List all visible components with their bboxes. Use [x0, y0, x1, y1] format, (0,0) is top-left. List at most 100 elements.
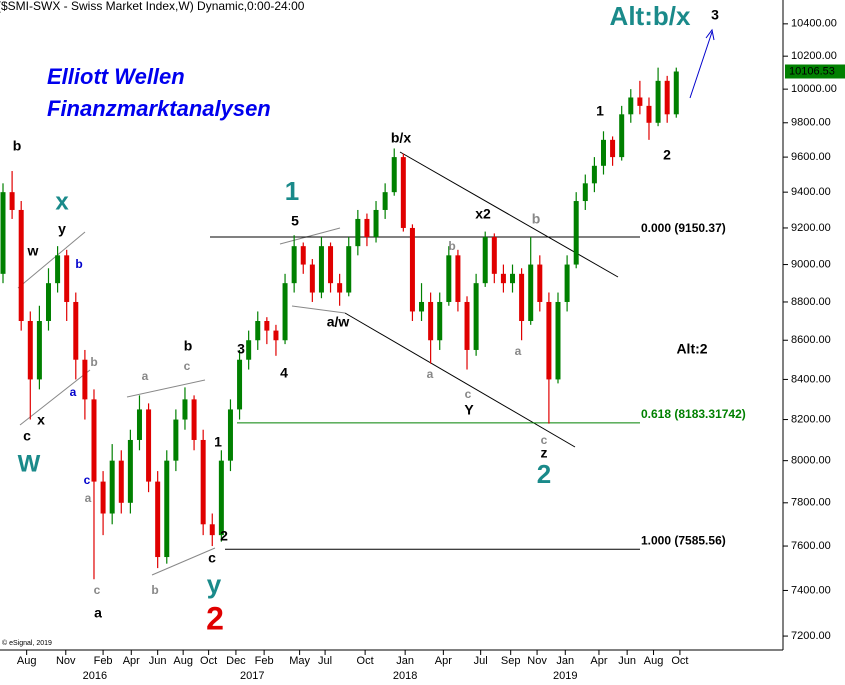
- candle-body: [45, 283, 51, 321]
- x-tick-label: May: [289, 655, 310, 667]
- candle-body: [282, 283, 288, 341]
- wave-label: c: [84, 473, 91, 487]
- wave-label: x2: [475, 206, 491, 222]
- level-label: 1.000 (7585.56): [641, 533, 726, 547]
- candle-body: [346, 246, 352, 293]
- y-tick-label: 9400.00: [791, 186, 831, 198]
- y-tick-label: 10200.00: [791, 50, 837, 62]
- wave-label: c: [465, 387, 472, 401]
- wave-label: 4: [280, 365, 288, 381]
- x-tick-label: Dec: [226, 655, 246, 667]
- candle-body: [164, 460, 170, 558]
- last-price-box: [785, 64, 845, 79]
- wave-label: c: [208, 550, 216, 566]
- candle-body: [127, 439, 133, 503]
- y-tick-label: 8600.00: [791, 334, 831, 346]
- candle-body: [218, 460, 224, 536]
- subtitle: Elliott Wellen: [47, 64, 185, 89]
- wave-label: W: [18, 450, 41, 477]
- candle-body: [637, 97, 643, 106]
- x-tick-label: Jul: [318, 655, 332, 667]
- year-label: 2018: [393, 670, 417, 682]
- wave-label: a: [85, 491, 92, 505]
- x-tick-label: Oct: [671, 655, 688, 667]
- candle-body: [500, 273, 506, 284]
- trend-line: [291, 305, 346, 314]
- candle-body: [182, 399, 188, 420]
- level-label: 0.618 (8183.31742): [641, 407, 746, 421]
- candle-body: [100, 481, 106, 514]
- candle-body: [27, 320, 33, 380]
- candle-body: [246, 340, 252, 360]
- x-tick-label: Nov: [56, 655, 76, 667]
- candle-body: [655, 80, 661, 123]
- x-tick-label: Apr: [590, 655, 607, 667]
- candle-body: [373, 209, 379, 238]
- candle-body: [318, 246, 324, 293]
- y-tick-label: 8800.00: [791, 296, 831, 308]
- candle-body: [136, 409, 142, 440]
- y-tick-label: 7600.00: [791, 540, 831, 552]
- wave-label: 2: [537, 459, 551, 489]
- x-tick-label: Jun: [618, 655, 636, 667]
- y-tick-label: 9800.00: [791, 117, 831, 129]
- candle-body: [382, 192, 388, 210]
- wave-label: a: [427, 367, 434, 381]
- wave-label: Y: [464, 402, 474, 418]
- y-tick-label: 7400.00: [791, 584, 831, 596]
- candle-body: [82, 359, 88, 400]
- x-tick-label: Jul: [474, 655, 488, 667]
- wave-label: a/w: [327, 314, 350, 330]
- trend-line: [344, 312, 576, 448]
- candle-body: [328, 246, 334, 284]
- candle-body: [610, 139, 616, 158]
- x-tick-label: Jan: [556, 655, 574, 667]
- level-label: 0.000 (9150.37): [641, 221, 726, 235]
- x-tick-label: Apr: [123, 655, 140, 667]
- wave-label: c: [184, 359, 191, 373]
- candle-body: [673, 71, 679, 115]
- arrow-shaft: [689, 31, 713, 99]
- candle-body: [200, 439, 206, 525]
- candle-body: [455, 255, 461, 302]
- candle-body: [227, 409, 233, 461]
- wave-label: 2: [206, 600, 224, 636]
- wave-label: a: [515, 344, 522, 358]
- trend-line: [151, 547, 216, 576]
- y-tick-label: 8400.00: [791, 373, 831, 385]
- y-tick-label: 8200.00: [791, 413, 831, 425]
- wave-label: Alt:2: [676, 341, 707, 357]
- wave-label: 2: [220, 528, 228, 544]
- candle-body: [573, 201, 579, 265]
- wave-label: b: [184, 338, 193, 354]
- y-tick-label: 7200.00: [791, 630, 831, 642]
- candle-body: [364, 218, 370, 238]
- wave-label: 1: [214, 434, 222, 450]
- chart-title: ($SMI-SWX - Swiss Market Index,W) Dynami…: [0, 0, 305, 13]
- candle-body: [237, 359, 243, 410]
- wave-label: y: [58, 221, 66, 237]
- last-price-label: 10106.53: [789, 65, 835, 77]
- wave-label: b: [532, 211, 541, 227]
- wave-label: b: [448, 239, 455, 253]
- forecast-arrow: [689, 28, 715, 99]
- candle-body: [91, 399, 97, 482]
- x-tick-label: Aug: [644, 655, 664, 667]
- candle-body: [437, 301, 443, 341]
- wave-label: b/x: [391, 130, 411, 146]
- wave-label: 3: [711, 7, 719, 23]
- candle-body: [64, 255, 70, 302]
- wave-label: b: [75, 257, 82, 271]
- copyright: © eSignal, 2019: [2, 639, 52, 647]
- trend-line: [279, 227, 341, 245]
- year-label: 2017: [240, 670, 264, 682]
- candle-body: [582, 183, 588, 202]
- y-tick-label: 9000.00: [791, 258, 831, 270]
- x-tick-label: Jan: [396, 655, 414, 667]
- wave-label: 3: [237, 341, 245, 357]
- x-tick-label: Aug: [17, 655, 37, 667]
- wave-label: a: [94, 605, 102, 621]
- wave-label: 1: [285, 176, 299, 206]
- candles: [0, 67, 679, 580]
